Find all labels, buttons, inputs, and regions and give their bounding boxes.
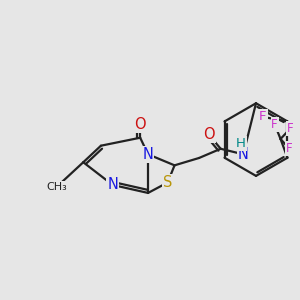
Text: O: O bbox=[134, 117, 146, 132]
Text: S: S bbox=[163, 175, 172, 190]
Text: CH₃: CH₃ bbox=[46, 182, 67, 192]
Text: N: N bbox=[142, 147, 154, 162]
Text: O: O bbox=[203, 127, 215, 142]
Text: N: N bbox=[107, 178, 118, 193]
Text: F: F bbox=[271, 118, 278, 131]
Text: F: F bbox=[259, 110, 267, 123]
Text: N: N bbox=[238, 147, 249, 162]
Text: F: F bbox=[287, 122, 294, 135]
Text: F: F bbox=[286, 142, 293, 155]
Text: H: H bbox=[236, 137, 246, 150]
